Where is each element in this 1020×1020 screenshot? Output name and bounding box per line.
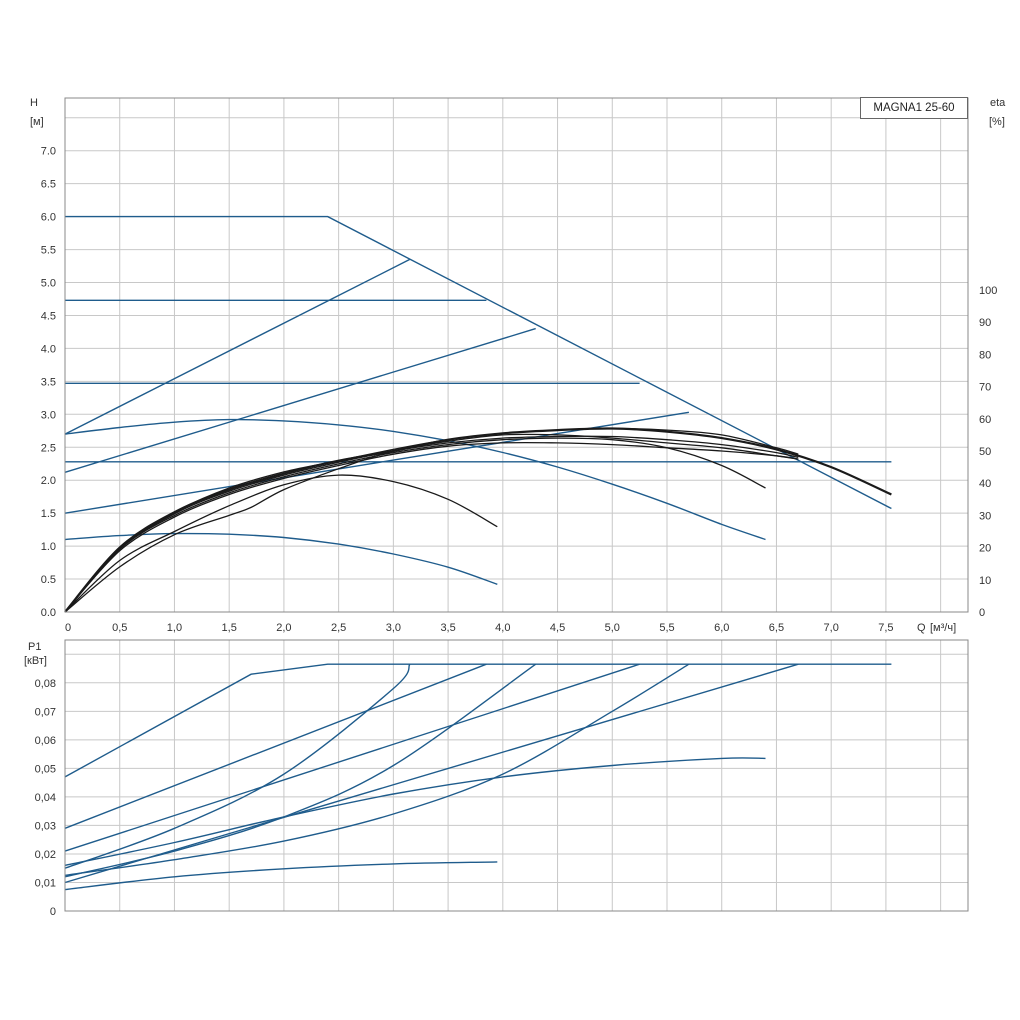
eta-tick-label: 100 [979,285,997,297]
p1-tick-label: 0,05 [35,763,56,775]
x-tick-label: 5,5 [659,622,674,634]
head-panel-curves [64,215,892,613]
power-panel-curves [64,663,892,891]
h-tick-label: 7.0 [41,146,56,158]
efficiency-curve [64,427,892,613]
efficiency-curve [64,474,498,613]
eta-tick-label: 40 [979,478,991,490]
power-curve [64,663,799,884]
h-tick-label: 5.0 [41,278,56,290]
h-tick-label: 1.5 [41,508,56,520]
p1-tick-label: 0 [50,906,56,918]
head-curve [64,258,411,435]
eta-axis-unit: [%] [989,116,1005,128]
q-axis-label: Q [917,622,926,634]
eta-tick-label: 60 [979,414,991,426]
h-axis-unit: [м] [30,116,44,128]
power-curve [64,663,690,876]
x-tick-label: 1,5 [222,622,237,634]
efficiency-curve [64,435,799,613]
h-tick-label: 6.5 [41,179,56,191]
eta-tick-label: 80 [979,349,991,361]
power-panel-frame [64,639,969,912]
eta-tick-label: 30 [979,510,991,522]
p1-tick-label: 0,07 [35,706,56,718]
x-tick-label: 4,0 [495,622,510,634]
eta-tick-label: 90 [979,317,991,329]
h-tick-label: 2.5 [41,442,56,454]
h-tick-label: 4.0 [41,343,56,355]
x-tick-label: 0,5 [112,622,127,634]
power-curve [64,663,640,852]
p1-axis-label: P1 [28,641,41,653]
x-tick-label: 4,5 [550,622,565,634]
x-tick-label: 2,0 [276,622,291,634]
p1-tick-label: 0,04 [35,792,56,804]
h-tick-label: 1.0 [41,541,56,553]
p1-tick-label: 0,08 [35,678,56,690]
power-curve [64,663,892,778]
x-tick-label: 2,5 [331,622,346,634]
x-tick-label: 6,0 [714,622,729,634]
h-tick-label: 4.5 [41,310,56,322]
x-tick-label: 3,5 [440,622,455,634]
eta-tick-label: 50 [979,446,991,458]
x-tick-label: 7,5 [878,622,893,634]
eta-tick-label: 10 [979,575,991,587]
h-tick-label: 0.0 [41,607,56,619]
x-tick-label: 1,0 [167,622,182,634]
power-curve [64,861,498,891]
x-tick-label: 5,0 [605,622,620,634]
x-tick-label: 0 [65,622,71,634]
power-curve [64,663,411,869]
eta-tick-label: 0 [979,607,985,619]
h-tick-label: 3.5 [41,376,56,388]
p1-tick-label: 0,02 [35,849,56,861]
efficiency-curve [64,441,799,613]
head-panel-grid [65,98,968,612]
efficiency-curve [64,427,799,613]
eta-tick-label: 70 [979,382,991,394]
head-curve [64,327,536,473]
h-tick-label: 6.0 [41,212,56,224]
power-curve [64,757,766,867]
head-curve [64,411,690,514]
power-panel-grid [65,640,968,911]
p1-tick-label: 0,03 [35,820,56,832]
efficiency-curve [64,433,799,613]
head-curve [64,418,766,541]
x-tick-label: 3,0 [386,622,401,634]
h-tick-label: 2.0 [41,475,56,487]
p1-tick-label: 0,06 [35,735,56,747]
model-label: MAGNA1 25-60 [860,97,968,119]
head-curve [65,215,892,510]
efficiency-curve [64,437,766,613]
power-curve [64,663,537,878]
h-axis-label: H [30,97,38,109]
h-tick-label: 3.0 [41,409,56,421]
eta-tick-label: 20 [979,543,991,555]
head-panel-frame [64,97,969,613]
axis-tick-labels: 0 0,5 1,0 1,5 2,0 2,5 3,0 3,5 4,0 4,5 5,0 5,5 6,0 6,5… [35,146,998,918]
power-curve [64,663,487,829]
h-tick-label: 0.5 [41,574,56,586]
h-tick-label: 5.5 [41,245,56,257]
q-axis-unit: [м³/ч] [930,622,956,634]
p1-axis-unit: [кВт] [24,655,47,667]
x-tick-label: 6,5 [769,622,784,634]
x-tick-label: 7,0 [824,622,839,634]
eta-axis-label: eta [990,97,1006,109]
p1-tick-label: 0,01 [35,877,56,889]
